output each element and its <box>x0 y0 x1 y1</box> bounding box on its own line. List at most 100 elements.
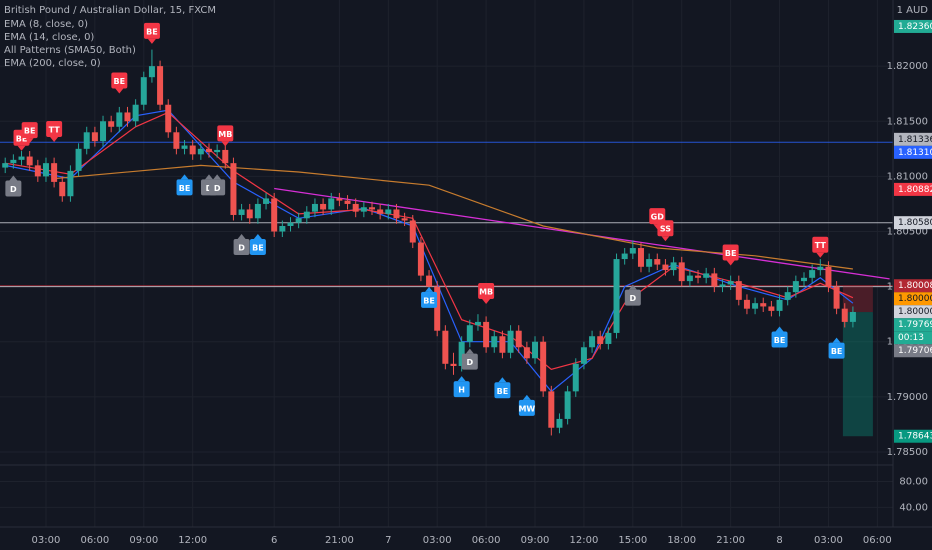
candle-body <box>515 330 522 348</box>
pattern-marker: BE <box>111 72 128 94</box>
pattern-label: MB <box>218 130 232 139</box>
candle-body <box>727 281 734 285</box>
pattern-box <box>461 353 478 370</box>
y-tick-label: 1.80500 <box>887 227 928 238</box>
candle-body <box>792 281 799 293</box>
candle-body <box>523 347 530 359</box>
pattern-pointer <box>180 174 189 180</box>
price-label: 1.81336 <box>898 135 932 145</box>
candle-body <box>148 66 155 78</box>
x-tick-label: 12:00 <box>178 535 207 546</box>
candle-body <box>132 104 139 122</box>
pattern-marker: BE <box>176 174 193 196</box>
candle-body <box>271 198 278 232</box>
x-tick-label: 09:00 <box>521 535 550 546</box>
x-tick-label: 03:00 <box>423 535 452 546</box>
pattern-marker: D <box>624 284 641 306</box>
candle-body <box>458 341 465 367</box>
candle-body <box>75 148 82 171</box>
candle-body <box>263 198 270 204</box>
legend-entry: EMA (8, close, 0) <box>4 19 88 30</box>
pattern-pointer <box>115 88 124 94</box>
candle-body <box>10 159 17 164</box>
candle-body <box>116 112 123 127</box>
price-label: 1.79769 <box>898 320 932 330</box>
candle-body <box>124 112 131 122</box>
y-tick-label: 1.81000 <box>887 171 928 182</box>
candle-body <box>760 303 767 307</box>
candle-body <box>34 165 41 177</box>
y-tick-label: 1.81500 <box>887 116 928 127</box>
candle-body <box>67 170 74 197</box>
price-label-box <box>894 19 932 33</box>
candle-body <box>352 203 359 212</box>
pattern-pointer <box>213 174 222 180</box>
candle-body <box>51 163 58 182</box>
pattern-marker: D <box>233 233 250 255</box>
candle-body <box>564 391 571 419</box>
candle-body <box>703 273 710 278</box>
pattern-marker: BE <box>249 233 266 255</box>
price-label-box <box>894 429 932 443</box>
pattern-label: D <box>10 185 17 194</box>
candle-body <box>311 203 318 212</box>
pattern-marker: BE <box>771 326 788 348</box>
pattern-marker: BE <box>421 286 438 308</box>
pattern-box <box>771 331 788 348</box>
candle-body <box>507 330 514 353</box>
price-label-box <box>894 292 932 306</box>
y-tick-label: 1.82000 <box>887 61 928 72</box>
y-tick-label: 1.78500 <box>887 447 928 458</box>
candle-body <box>466 325 473 342</box>
pattern-label: GD <box>651 213 665 222</box>
pattern-box <box>453 381 470 398</box>
pattern-label: H <box>458 386 465 395</box>
candle-body <box>2 163 9 168</box>
ema-line <box>54 164 853 270</box>
candle-body <box>637 248 644 267</box>
pattern-box <box>176 179 193 196</box>
pattern-label: BE <box>774 336 786 345</box>
x-tick-label: 06:00 <box>80 535 109 546</box>
candle-body <box>597 336 604 344</box>
candle-body <box>287 222 294 226</box>
candle-body <box>377 209 384 214</box>
candle-body <box>695 275 702 278</box>
price-label-box <box>894 216 932 230</box>
pattern-pointer <box>498 377 507 383</box>
candle-body <box>646 259 653 267</box>
candle-body <box>279 225 286 232</box>
candle-body <box>752 303 759 309</box>
candle-body <box>621 253 628 260</box>
pattern-label: BE <box>831 347 843 356</box>
price-label: 1.80882 <box>898 185 932 195</box>
candle-body <box>450 363 457 367</box>
candle-body <box>181 145 188 149</box>
candle-body <box>360 207 367 212</box>
legend-entry: All Patterns (SMA50, Both) <box>4 45 136 56</box>
candle-body <box>499 336 506 353</box>
x-tick-label: 21:00 <box>716 535 745 546</box>
price-label: 1.80008 <box>898 281 932 291</box>
candle-body <box>474 321 481 326</box>
pattern-label: BE <box>16 134 28 143</box>
pattern-pointer <box>832 337 841 343</box>
pattern-pointer <box>9 175 18 181</box>
price-label-box <box>894 182 932 196</box>
pattern-box <box>421 291 438 308</box>
pattern-box <box>46 120 63 137</box>
price-label-box <box>894 132 932 146</box>
candle-body <box>825 266 832 287</box>
price-label: 1.79706 <box>898 346 932 356</box>
pattern-label: TT <box>49 125 61 134</box>
candle-body <box>662 264 669 271</box>
price-axis: 03:00 06:00 09:00 12:00 6 21:00 7 03:00 06:00 09:… <box>32 19 932 546</box>
candle-body <box>189 145 196 155</box>
x-tick-label: 06:00 <box>863 535 892 546</box>
candle-body <box>800 277 807 282</box>
candle-body <box>91 132 98 142</box>
pattern-label: BE <box>725 249 737 258</box>
pattern-label: BE <box>423 296 435 305</box>
